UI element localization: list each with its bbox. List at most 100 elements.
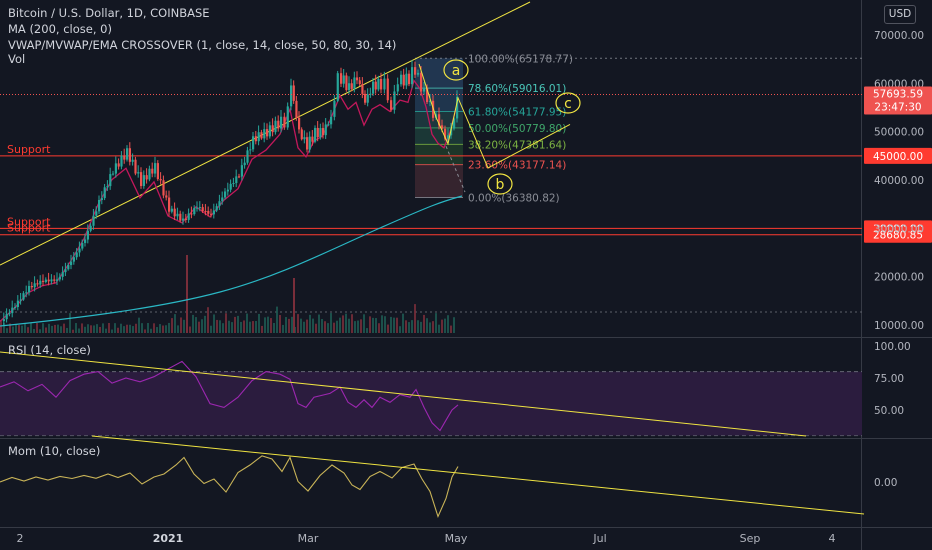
volume-bar xyxy=(276,306,278,333)
volume-bar xyxy=(429,322,431,333)
candle xyxy=(86,230,89,240)
support-price-badge xyxy=(864,226,932,243)
candle xyxy=(156,163,159,180)
volume-bar xyxy=(417,320,419,333)
volume-bar xyxy=(354,321,356,333)
volume-bar xyxy=(408,322,410,333)
momentum-line xyxy=(0,455,459,519)
volume-bar xyxy=(219,320,221,333)
candle xyxy=(358,80,361,85)
volume-bar xyxy=(108,323,110,333)
candle xyxy=(44,279,47,282)
volume-bar xyxy=(3,323,5,333)
candle xyxy=(316,127,319,138)
candle xyxy=(336,73,339,101)
candle xyxy=(58,276,61,280)
candle xyxy=(383,78,386,90)
volume-bar xyxy=(378,323,380,333)
candle xyxy=(366,94,369,103)
volume-bar xyxy=(36,323,38,333)
wave-label-circle xyxy=(555,92,581,114)
candle xyxy=(109,174,112,187)
candle xyxy=(176,213,179,217)
vwap-legend: VWAP/MVWAP/EMA CROSSOVER (1, close, 14, … xyxy=(8,38,397,52)
volume-bar xyxy=(30,323,32,333)
candle xyxy=(95,211,98,216)
candle xyxy=(224,191,227,198)
candle xyxy=(5,313,8,320)
volume-bar xyxy=(306,319,308,333)
volume-bar xyxy=(222,323,224,333)
volume-bar xyxy=(27,327,29,333)
candle xyxy=(257,132,260,142)
candle xyxy=(198,207,201,209)
candle xyxy=(114,163,117,174)
candle xyxy=(212,210,215,215)
candle xyxy=(204,211,207,213)
volume-bar xyxy=(39,329,41,333)
volume-bar xyxy=(183,319,185,333)
currency-badge[interactable]: USD xyxy=(884,5,916,24)
candle xyxy=(342,75,345,84)
volume-bar xyxy=(333,322,335,333)
candle xyxy=(56,279,59,281)
volume-bar xyxy=(414,304,416,333)
volume-bar xyxy=(42,323,44,333)
volume-bar xyxy=(393,317,395,333)
volume-bar xyxy=(180,317,182,333)
candle xyxy=(92,215,95,226)
candle xyxy=(380,79,383,90)
candle xyxy=(353,77,356,89)
support-price-text: 45000.00 xyxy=(873,151,923,163)
candle xyxy=(2,319,5,322)
volume-bar xyxy=(384,316,386,333)
volume-bar xyxy=(165,325,167,333)
candle xyxy=(98,200,101,212)
volume-bar xyxy=(300,318,302,333)
volume-bar xyxy=(156,327,158,333)
volume-bar xyxy=(225,313,227,333)
candle xyxy=(393,91,396,110)
price-axis-tick: 10000.00 xyxy=(874,320,924,332)
fib-level-label: 0.00%(36380.82) xyxy=(468,192,560,204)
candle xyxy=(327,124,330,126)
volume-bar xyxy=(189,326,191,333)
time-axis-tick: 4 xyxy=(829,532,836,545)
candle xyxy=(61,272,64,277)
mom-legend: Mom (10, close) xyxy=(8,444,101,458)
volume-bar xyxy=(132,326,134,333)
candle xyxy=(283,116,286,128)
volume-bar xyxy=(423,314,425,333)
volume-bar xyxy=(324,321,326,333)
volume-bar xyxy=(147,323,149,333)
volume-bar xyxy=(234,316,236,333)
wave-label-c: c xyxy=(564,96,572,112)
volume-bar xyxy=(369,316,371,333)
volume-bar xyxy=(345,313,347,333)
volume-bar xyxy=(363,314,365,333)
volume-bar xyxy=(51,325,53,333)
volume-bar xyxy=(258,313,260,333)
volume-bar xyxy=(126,324,128,333)
candle xyxy=(53,279,56,281)
candle xyxy=(268,125,271,137)
fib-level-label: 50.00%(50779.80) xyxy=(468,123,566,135)
volume-bar xyxy=(243,320,245,333)
candle xyxy=(39,280,42,285)
candle xyxy=(126,148,129,160)
volume-bar xyxy=(267,316,269,333)
candle xyxy=(295,100,298,118)
candle xyxy=(372,81,375,94)
candle xyxy=(221,197,224,202)
volume-bar xyxy=(9,323,11,333)
volume-bar xyxy=(318,314,320,333)
candle xyxy=(356,77,359,81)
candle xyxy=(162,180,165,196)
candle xyxy=(235,176,238,184)
candle xyxy=(271,125,274,133)
volume-bar xyxy=(444,318,446,333)
candle xyxy=(159,179,162,181)
price-axis-tick: 40000.00 xyxy=(874,175,924,187)
volume-bar xyxy=(168,322,170,333)
